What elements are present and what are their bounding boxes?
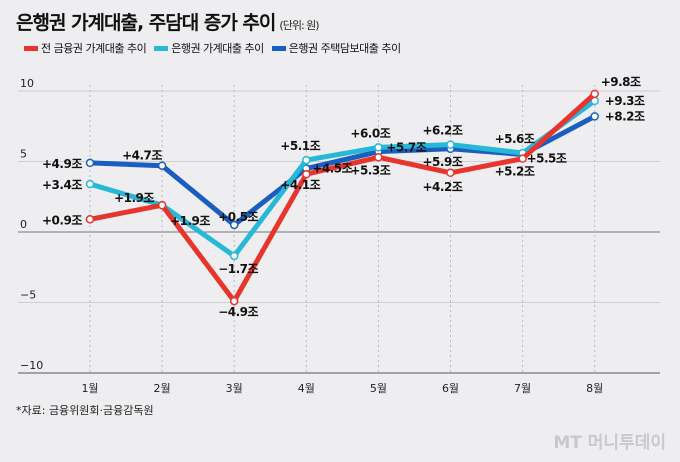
data-label: −4.9조: [218, 305, 258, 319]
data-label: +9.8조: [601, 75, 641, 89]
data-label: +8.2조: [605, 109, 645, 123]
data-point: [446, 168, 455, 178]
data-point: [446, 140, 455, 149]
source-note: *자료: 금융위원회·금융감독원: [16, 404, 154, 417]
y-tick-label: 10: [20, 77, 34, 90]
data-label: +4.1조: [280, 178, 320, 192]
x-tick-label: 7월: [514, 382, 531, 395]
data-label: +4.9조: [42, 157, 82, 171]
data-label: +5.3조: [350, 163, 390, 177]
data-point: [85, 215, 95, 224]
series-line: [89, 98, 597, 259]
legend-swatch: [154, 45, 169, 51]
y-tick-label: −5: [20, 289, 36, 302]
data-label: +6.0조: [350, 126, 390, 140]
data-point: [85, 179, 95, 189]
data-label: +5.1조: [280, 139, 320, 153]
data-label: +1.9조: [170, 214, 210, 228]
legend-item: 은행권 주택담보대출 추이: [271, 40, 401, 56]
legend-label: 은행권 가계대출 추이: [171, 42, 264, 55]
unit-label: (단위: 원): [279, 19, 319, 32]
data-label: +4.5조: [312, 162, 352, 176]
y-tick-label: −10: [20, 359, 43, 372]
data-point: [229, 220, 239, 230]
x-tick-label: 1월: [81, 382, 98, 395]
data-label: +3.4조: [42, 178, 82, 192]
data-point: [518, 154, 527, 163]
data-point: [85, 158, 95, 168]
data-label: −1.7조: [218, 262, 258, 276]
x-tick-label: 8월: [586, 382, 603, 395]
data-label: +5.2조: [495, 165, 535, 179]
data-point: [590, 89, 599, 99]
legend-label: 은행권 주택담보대출 추이: [288, 42, 401, 55]
chart-title: 은행권 가계대출, 주담대 증가 추이 (단위: 원): [16, 12, 320, 34]
x-tick-label: 2월: [154, 382, 171, 395]
data-label: +6.2조: [423, 124, 463, 138]
data-point: [157, 200, 167, 210]
series-line: [89, 91, 597, 304]
x-tick-label: 3월: [226, 382, 243, 395]
logo: MT 머니투데이: [553, 433, 666, 453]
data-label: +1.9조: [114, 191, 154, 205]
x-tick-label: 5월: [370, 382, 387, 395]
data-label: +0.9조: [42, 213, 82, 227]
data-label: +4.2조: [423, 180, 463, 194]
data-point: [229, 251, 239, 261]
y-tick-label: 0: [20, 218, 27, 231]
data-label: +5.7조: [386, 141, 426, 155]
data-point: [302, 169, 311, 179]
data-label: +5.9조: [423, 155, 463, 169]
legend-swatch: [271, 45, 286, 51]
legend-item: 은행권 가계대출 추이: [154, 40, 264, 56]
y-tick-label: 5: [20, 148, 27, 161]
data-point: [374, 153, 383, 162]
data-label: +4.7조: [122, 149, 162, 163]
data-point: [590, 112, 599, 121]
legend-swatch: [24, 45, 38, 51]
data-label: +9.3조: [605, 94, 645, 108]
data-point: [302, 155, 311, 165]
data-label: +0.5조: [218, 210, 258, 224]
data-point: [229, 296, 239, 306]
data-point: [157, 161, 167, 170]
data-label: +5.6조: [495, 132, 535, 146]
legend-item: 전 금융권 가계대출 추이: [24, 40, 147, 56]
x-tick-label: 6월: [442, 382, 459, 395]
data-label: +5.5조: [527, 151, 567, 165]
x-tick-label: 4월: [298, 382, 315, 395]
legend: 전 금융권 가계대출 추이 은행권 가계대출 추이 은행권 주택담보대출 추이: [24, 40, 401, 56]
legend-label: 전 금융권 가계대출 추이: [41, 42, 147, 55]
data-point: [374, 143, 383, 152]
